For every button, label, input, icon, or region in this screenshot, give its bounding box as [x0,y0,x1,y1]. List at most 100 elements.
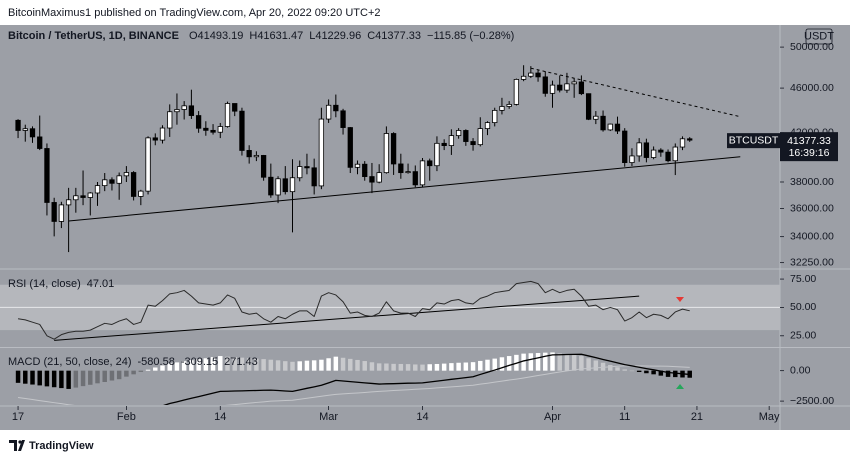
macd-histogram-bar [506,356,512,371]
candle-body [51,202,57,222]
candle-body [484,122,491,130]
macd-histogram-bar [37,370,42,386]
candle-body [239,110,245,151]
candle-body [593,115,599,120]
macd-histogram-bar [521,353,526,371]
macd-histogram-bar [196,359,201,371]
candle-body [528,72,534,77]
macd-histogram-bar [319,359,324,371]
candle-body [260,155,267,178]
macd-histogram-bar [636,370,642,373]
y-tick-label: 34000.00 [790,230,834,242]
macd-histogram-bar [362,361,367,371]
currency-box[interactable] [805,28,833,45]
candle-body [152,137,158,141]
candle-body [398,163,404,174]
indicator-value: 271.43 [224,356,258,368]
macd-histogram-bar [644,370,649,374]
candle-body [138,190,144,197]
macd-histogram-bar [297,361,302,371]
legend-value: O41493.19 [189,30,243,42]
candle-body [282,178,288,193]
macd-histogram-bar [665,370,671,377]
candle-body [289,177,296,193]
macd-histogram-bar [232,357,237,371]
legend-value: L41229.96 [309,30,361,42]
legend-value: C41377.33 [367,30,421,42]
publisher-header: BitcoinMaximus1 published on TradingView… [8,7,381,19]
macd-histogram-bar [557,353,562,371]
macd-histogram-bar [254,358,259,371]
bearish-arrow [676,297,684,302]
macd-histogram-bar [333,356,339,371]
candle-body [311,167,317,187]
candle-body [622,130,628,163]
x-tick-label: Apr [544,411,561,423]
macd-histogram-bar [66,370,71,389]
macd-histogram-bar [80,370,86,387]
candle-body [58,204,65,222]
candle-body [506,103,512,107]
candle-body [607,123,613,131]
y-tick-label: 32250.00 [790,256,834,268]
y-tick-label: 46000.00 [790,82,834,94]
candle-body [614,123,621,132]
candle-body [405,171,411,174]
candle-body [412,171,418,186]
macd-histogram-bar [145,369,151,371]
macd-histogram-bar [571,355,577,371]
macd-histogram-bar [290,361,295,371]
macd-histogram-bar [326,358,331,371]
candle-body [37,136,43,149]
candle-body [600,115,606,131]
macd-histogram-bar [608,365,613,371]
macd-histogram-bar [355,359,360,371]
macd-histogram-bar [398,363,404,371]
candle-body [687,138,693,141]
macd-histogram-bar [434,363,440,371]
macd-histogram-bar [543,352,548,371]
candle-body [513,79,520,105]
candle-body [275,178,281,196]
candle-body [564,83,570,91]
candle-body [643,142,650,158]
macd-histogram-bar [73,370,79,388]
currency-label[interactable]: USDT [804,30,834,42]
macd-histogram-bar [369,362,375,371]
candle-body [109,179,115,184]
symbol-title: Bitcoin / TetherUS, 1D, BINANCE [8,30,179,42]
chart-background [0,25,850,430]
macd-histogram-bar [673,370,678,378]
signal-line [17,365,690,405]
macd-histogram-bar [153,367,158,371]
symbol-tag-label: BTCUSDT [729,134,779,146]
candle-body [470,141,476,146]
candle-body [383,133,390,174]
candle-body [94,185,101,194]
macd-histogram-bar [116,370,122,380]
candle-body [448,135,455,147]
y-tick-label: 0.00 [790,364,811,376]
candle-body [629,155,635,163]
macd-histogram-bar [478,360,483,371]
candle-body [325,104,332,120]
candle-body [224,103,231,127]
tradingview-logo: TradingView [9,440,94,452]
bullish-arrow [676,384,684,389]
candle-body [268,176,274,196]
macd-histogram-bar [218,356,223,371]
candle-body [347,127,353,168]
macd-histogram-bar [579,356,584,371]
logo-icon [9,440,25,451]
candle-body [195,115,202,129]
candle-body [376,172,382,183]
x-tick-label: 14 [416,411,428,423]
candle-body [80,195,86,198]
macd-histogram-bar [203,358,209,371]
macd-histogram-bar [304,360,310,371]
x-tick-label: May [759,411,780,423]
candle-body [333,104,339,112]
